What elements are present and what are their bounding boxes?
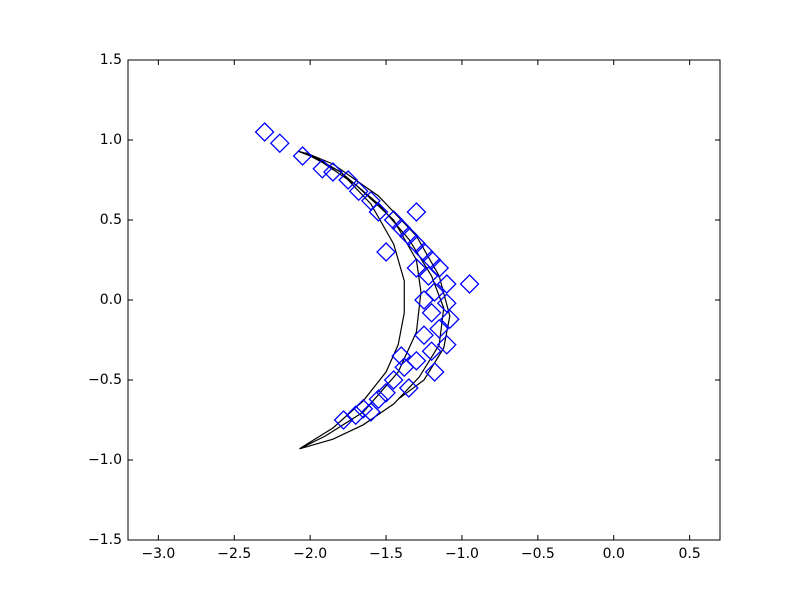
diamond-marker [429, 258, 450, 278]
y-tick-label: −0.5 [88, 372, 122, 388]
diamond-marker [312, 158, 333, 179]
x-tick-label: −0.5 [521, 546, 555, 562]
y-tick-label: −1.5 [88, 532, 122, 548]
diamond-marker [459, 274, 480, 294]
diamond-marker [376, 382, 396, 403]
diamond-marker [353, 398, 374, 419]
diamond-marker [406, 258, 427, 278]
diamond-marker [338, 170, 359, 190]
x-tick-label: 0.0 [603, 546, 625, 562]
diamond-marker [406, 202, 427, 222]
diamond-marker [394, 357, 415, 378]
y-tick-label: 1.5 [100, 52, 122, 68]
diamond-marker [424, 282, 445, 302]
diamond-marker [421, 302, 442, 323]
diamond-marker [414, 290, 434, 310]
y-tick-label: 1.0 [100, 132, 122, 148]
y-tick-label: 0.5 [100, 212, 122, 228]
diamond-marker [436, 274, 457, 294]
diamond-marker [254, 122, 275, 142]
diamond-marker [269, 133, 290, 154]
diamond-marker [348, 181, 369, 202]
diamond-marker [436, 293, 457, 314]
x-tick-label: −2.5 [217, 546, 251, 562]
diamond-marker [368, 202, 389, 222]
x-tick-label: −1.0 [445, 546, 479, 562]
x-tick-label: −1.5 [369, 546, 403, 562]
y-tick-label: −1.0 [88, 452, 122, 468]
diamond-marker [368, 389, 389, 410]
y-tick-label: 0.0 [100, 292, 122, 308]
diamond-marker [414, 325, 434, 346]
diamond-marker [323, 162, 343, 182]
diamond-marker [376, 242, 396, 262]
diamond-marker [418, 266, 439, 286]
x-tick-label: −3.0 [141, 546, 175, 562]
diamond-marker [333, 410, 354, 430]
diamond-marker [360, 402, 381, 422]
diamond-marker [429, 318, 450, 339]
diamond-marker [383, 370, 404, 390]
diamond-marker [292, 146, 313, 166]
diamond-marker [439, 309, 460, 330]
trajectory-line [297, 150, 451, 450]
diamond-marker [391, 346, 412, 366]
diamond-marker [424, 362, 445, 382]
diamond-marker [421, 341, 442, 362]
x-tick-label: 0.5 [679, 546, 701, 562]
diamond-marker [436, 334, 457, 355]
diamond-marker [398, 378, 419, 398]
diamond-marker [406, 350, 427, 371]
x-tick-label: −2.0 [293, 546, 327, 562]
